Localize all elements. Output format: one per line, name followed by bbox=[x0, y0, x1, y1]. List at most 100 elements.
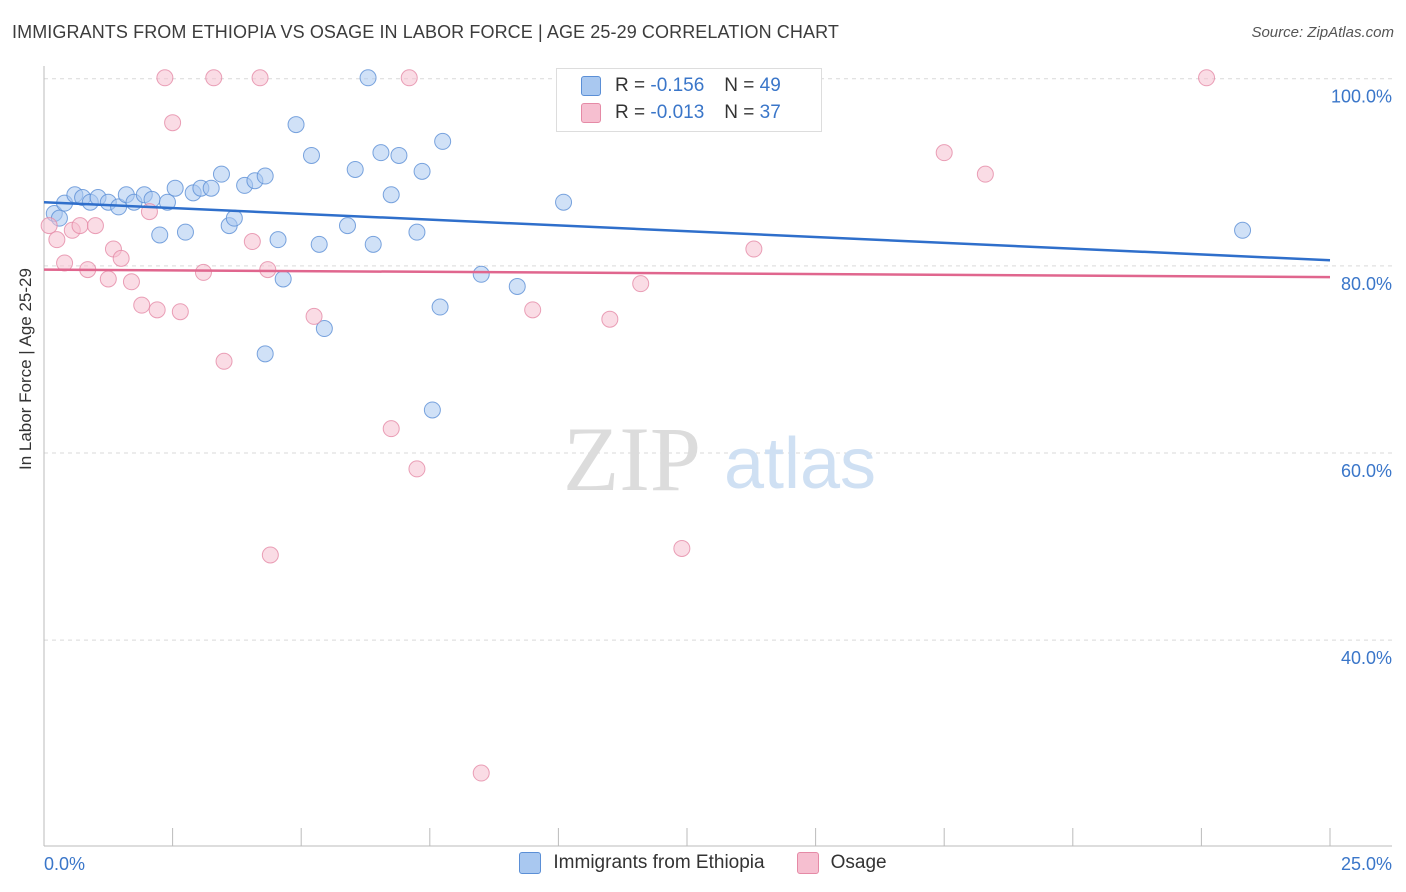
ethiopia-point bbox=[166, 179, 184, 197]
osage-trend-line bbox=[43, 268, 1331, 279]
pink-swatch bbox=[581, 103, 601, 123]
chart-title: IMMIGRANTS FROM ETHIOPIA VS OSAGE IN LAB… bbox=[12, 22, 839, 42]
osage-point bbox=[148, 301, 166, 319]
ethiopia-point bbox=[256, 167, 274, 185]
osage-point bbox=[382, 420, 400, 438]
y-tick-label: 60.0% bbox=[1341, 461, 1392, 481]
osage-point bbox=[56, 254, 74, 272]
ethiopia-point bbox=[269, 231, 287, 249]
legend-item-osage[interactable]: Osage bbox=[796, 852, 887, 874]
legend-label: Immigrants from Ethiopia bbox=[553, 852, 765, 873]
ethiopia-point bbox=[423, 401, 441, 419]
ethiopia-point bbox=[274, 270, 292, 288]
ethiopia-point bbox=[287, 116, 305, 134]
osage-point bbox=[243, 233, 261, 251]
r-value: -0.156 bbox=[650, 75, 705, 96]
r-value: -0.013 bbox=[650, 102, 705, 123]
stats-row-ethiopia: R = -0.156 N = 49 bbox=[581, 73, 781, 99]
osage-point bbox=[215, 352, 233, 370]
osage-point bbox=[133, 296, 151, 314]
osage-point bbox=[408, 460, 426, 478]
ethiopia-point bbox=[364, 235, 382, 253]
blue-swatch bbox=[581, 76, 601, 96]
watermark-atlas: atlas bbox=[724, 424, 876, 504]
ethiopia-point bbox=[508, 277, 526, 295]
stats-row-osage: R = -0.013 N = 37 bbox=[581, 100, 781, 126]
gridlines bbox=[44, 78, 1392, 641]
osage-point bbox=[156, 69, 174, 87]
ethiopia-point bbox=[346, 160, 364, 178]
osage-point bbox=[40, 217, 58, 235]
legend-swatch-pink bbox=[796, 852, 819, 874]
osage-point bbox=[305, 307, 323, 325]
osage-point bbox=[122, 273, 140, 291]
legend-item-ethiopia[interactable]: Immigrants from Ethiopia bbox=[519, 852, 765, 874]
osage-point bbox=[171, 303, 189, 321]
osage-point bbox=[259, 261, 277, 279]
r-label: R = bbox=[615, 102, 646, 123]
osage-point bbox=[524, 301, 542, 319]
osage-point bbox=[472, 764, 490, 782]
osage-point bbox=[99, 270, 117, 288]
data-points bbox=[40, 69, 1252, 782]
y-tick-label: 80.0% bbox=[1341, 274, 1392, 294]
osage-point bbox=[400, 69, 418, 87]
osage-point bbox=[601, 310, 619, 328]
osage-point bbox=[935, 144, 953, 162]
osage-point bbox=[261, 546, 279, 564]
ethiopia-point bbox=[151, 226, 169, 244]
y-tick-label: 100.0% bbox=[1331, 87, 1392, 107]
x-tick-label-right: 25.0% bbox=[1341, 854, 1392, 874]
osage-point bbox=[48, 231, 66, 249]
legend-label: Osage bbox=[830, 852, 887, 873]
axes bbox=[43, 66, 1392, 847]
trend-lines bbox=[43, 200, 1331, 279]
ethiopia-trend-line bbox=[43, 200, 1331, 262]
osage-point bbox=[164, 114, 182, 132]
ethiopia-point bbox=[338, 217, 356, 235]
osage-point bbox=[71, 217, 89, 235]
ethiopia-point bbox=[382, 186, 400, 204]
ethiopia-point bbox=[431, 298, 449, 316]
ethiopia-point bbox=[315, 320, 333, 338]
ethiopia-point bbox=[413, 162, 431, 180]
ethiopia-point bbox=[472, 265, 490, 283]
ethiopia-point bbox=[202, 179, 220, 197]
chart-legend: Immigrants from Ethiopia Osage bbox=[0, 852, 1406, 874]
ethiopia-point bbox=[555, 193, 573, 211]
n-label: N = bbox=[724, 75, 755, 96]
ethiopia-point bbox=[225, 209, 243, 227]
watermark: ZIP atlas bbox=[563, 408, 876, 510]
legend-swatch-blue bbox=[519, 852, 542, 874]
stats-box: R = -0.156 N = 49 R = -0.013 N = 37 bbox=[556, 68, 822, 132]
ethiopia-point bbox=[372, 144, 390, 162]
y-axis-label: In Labor Force | Age 25-29 bbox=[16, 268, 35, 470]
n-label: N = bbox=[724, 102, 755, 123]
ethiopia-point bbox=[158, 193, 176, 211]
x-tick-label-left: 0.0% bbox=[44, 854, 85, 874]
ethiopia-point bbox=[212, 165, 230, 183]
r-label: R = bbox=[615, 75, 646, 96]
ethiopia-point bbox=[310, 235, 328, 253]
y-tick-label: 40.0% bbox=[1341, 648, 1392, 668]
osage-point bbox=[205, 69, 223, 87]
osage-point bbox=[673, 539, 691, 557]
ethiopia-point bbox=[434, 132, 452, 150]
ethiopia-point bbox=[390, 146, 408, 164]
ethiopia-point bbox=[176, 223, 194, 241]
osage-point bbox=[1198, 69, 1216, 87]
osage-point bbox=[86, 217, 104, 235]
n-value: 37 bbox=[759, 102, 781, 123]
ethiopia-point bbox=[302, 146, 320, 164]
watermark-zip: ZIP bbox=[563, 408, 701, 510]
osage-point bbox=[251, 69, 269, 87]
ethiopia-point bbox=[408, 223, 426, 241]
osage-point bbox=[632, 275, 650, 293]
osage-point bbox=[976, 165, 994, 183]
ethiopia-point bbox=[256, 345, 274, 363]
n-value: 49 bbox=[759, 75, 781, 96]
tick-labels: 100.0% 80.0% 60.0% 40.0% 0.0% 25.0% bbox=[44, 87, 1392, 874]
osage-point bbox=[194, 263, 212, 281]
ethiopia-point bbox=[359, 69, 377, 87]
